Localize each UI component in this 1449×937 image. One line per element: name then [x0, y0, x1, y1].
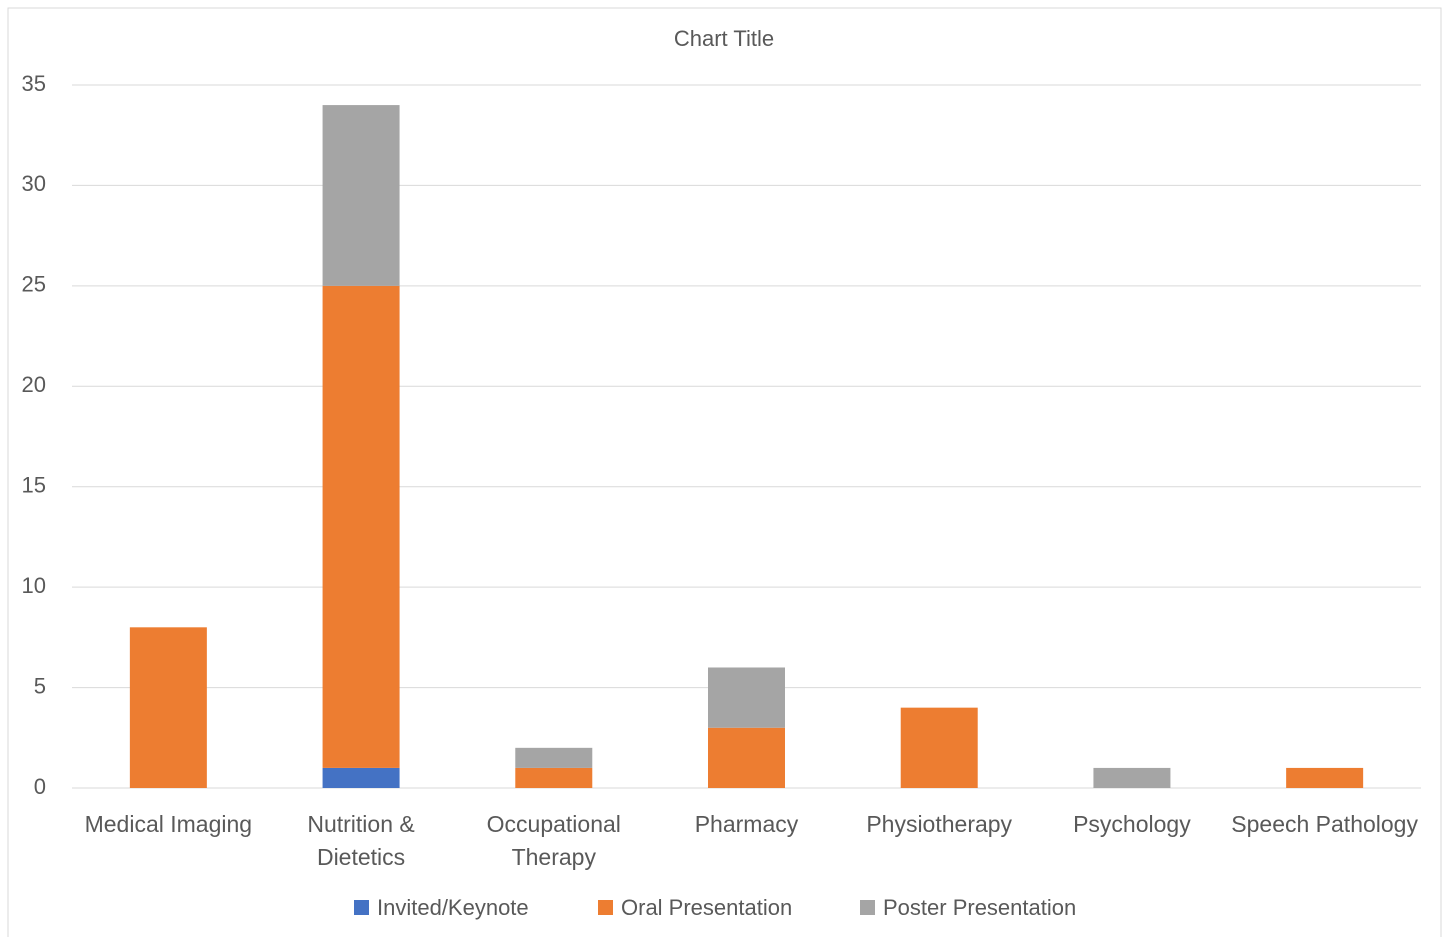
- bar-segment: [1286, 767, 1364, 788]
- legend-swatch: [860, 900, 875, 915]
- legend-swatch: [598, 900, 613, 915]
- legend-label: Invited/Keynote: [377, 895, 529, 920]
- bar-segment: [708, 667, 785, 728]
- chart-border: [7, 7, 1442, 937]
- y-tick-label: 20: [22, 372, 46, 397]
- y-tick-label: 25: [22, 272, 46, 297]
- bar-segment: [900, 707, 978, 788]
- bar-segment: [515, 767, 593, 788]
- legend-swatch: [354, 900, 369, 915]
- x-tick-label: Pharmacy: [694, 811, 799, 837]
- bar-segment: [515, 747, 593, 768]
- x-tick-label: Physiotherapy: [866, 811, 1013, 837]
- chart-title: Chart Title: [674, 26, 774, 51]
- legend-label: Poster Presentation: [883, 895, 1076, 920]
- x-tick-label: Nutrition & Dietetics: [307, 811, 415, 870]
- y-tick-label: 30: [22, 171, 46, 196]
- bar-segment: [322, 105, 400, 286]
- bar-segment: [322, 285, 400, 768]
- y-tick-label: 15: [22, 473, 46, 498]
- bar-segment: [708, 727, 785, 788]
- x-tick-label: Psychology: [1073, 811, 1191, 837]
- y-tick-label: 10: [22, 573, 46, 598]
- y-tick-label: 0: [34, 774, 46, 799]
- bar-segment: [129, 627, 207, 788]
- bar-segment: [322, 767, 400, 788]
- x-tick-label: Speech Pathology: [1231, 811, 1418, 837]
- x-tick-label: Occupational Therapy: [486, 811, 621, 870]
- legend-label: Oral Presentation: [621, 895, 792, 920]
- y-tick-label: 5: [34, 673, 46, 698]
- bar-segment: [1093, 767, 1171, 788]
- x-tick-label: Medical Imaging: [84, 811, 253, 837]
- y-tick-label: 35: [22, 71, 46, 96]
